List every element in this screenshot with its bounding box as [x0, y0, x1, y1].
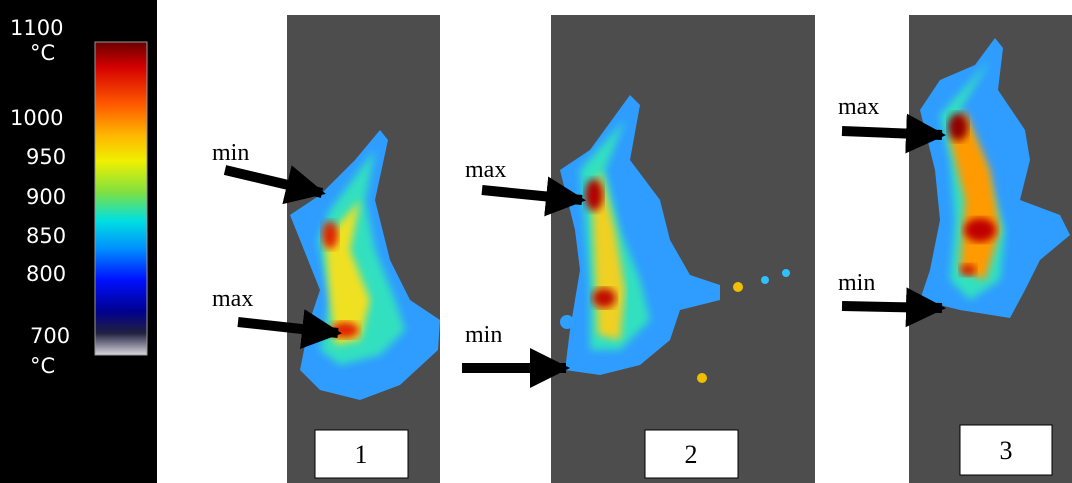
annotation: max [838, 94, 879, 120]
colorbar-label: 1000 [10, 106, 63, 130]
colorbar-label: 700 [30, 324, 70, 348]
colorbar-label: 1100 [10, 16, 63, 40]
colorbar-label: 850 [26, 224, 66, 248]
colorbar-label: 800 [26, 262, 66, 286]
annotation: min [465, 322, 502, 348]
colorbar-label: 900 [26, 185, 66, 209]
arrow [842, 131, 942, 135]
figure: 1100°C1000950900850800700°C 1 min max 2 … [0, 0, 1072, 483]
colorbar-label: °C [30, 354, 55, 378]
panel-label: 3 [1000, 436, 1013, 465]
annotation: min [212, 140, 249, 166]
arrow [842, 306, 942, 308]
colorbar [95, 42, 147, 355]
colorbar-label: 950 [26, 145, 66, 169]
annotation: min [838, 270, 875, 296]
panel-label: 1 [355, 440, 368, 469]
panel-label: 2 [685, 440, 698, 469]
annotation: max [465, 157, 506, 183]
page: {"colorbar": {"labels": ["1100", "°C", "… [0, 0, 1072, 483]
colorbar-label: °C [30, 41, 55, 65]
annotation: max [212, 286, 253, 312]
